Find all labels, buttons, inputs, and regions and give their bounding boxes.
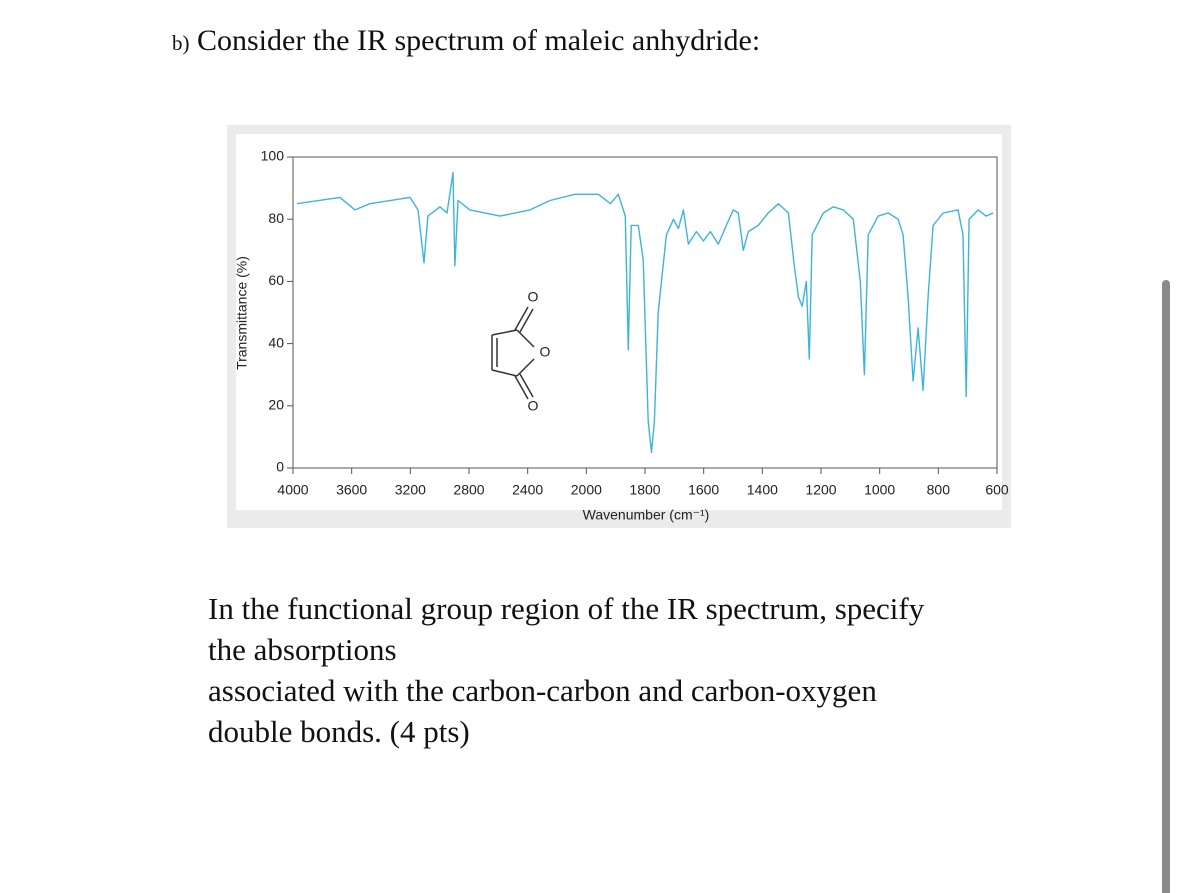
- x-tick-label: 1000: [864, 482, 895, 498]
- question-line: the absorptions: [208, 632, 397, 667]
- question-line: associated with the carbon-carbon and ca…: [208, 673, 877, 708]
- y-tick-label: 0: [276, 459, 284, 475]
- question-line: In the functional group region of the IR…: [208, 591, 925, 626]
- x-tick-label: 1600: [688, 482, 719, 498]
- structure: [491, 306, 535, 400]
- x-axis-label: Wavenumber (cm⁻¹): [583, 507, 710, 523]
- y-tick-label: 80: [268, 210, 284, 226]
- y-tick-label: 60: [268, 272, 284, 288]
- atom-label: O: [528, 398, 539, 414]
- bond: [514, 306, 529, 331]
- bond: [516, 329, 535, 348]
- y-axis-label: Transmittance (%): [234, 256, 250, 370]
- x-tick-label: 2000: [571, 482, 602, 498]
- bond: [514, 375, 529, 400]
- x-tick-label: 800: [927, 482, 951, 498]
- x-tick-label: 1200: [805, 482, 836, 498]
- x-tick-label: 1800: [629, 482, 660, 498]
- x-tick-label: 600: [985, 482, 1009, 498]
- header: b) Consider the IR spectrum of maleic an…: [172, 24, 760, 58]
- chart-panel: [236, 134, 1002, 510]
- scrollbar: [1162, 280, 1170, 893]
- bond: [491, 329, 518, 336]
- x-tick-label: 2400: [512, 482, 543, 498]
- y-tick-label: 100: [261, 148, 285, 164]
- spectrum-line: [296, 171, 994, 454]
- x-tick-label: 3600: [336, 482, 367, 498]
- x-tick-label: 4000: [277, 482, 308, 498]
- bond: [491, 369, 518, 377]
- atom-label: O: [528, 289, 539, 305]
- question-line: double bonds. (4 pts): [208, 714, 470, 749]
- question: In the functional group region of the IR…: [208, 588, 1038, 752]
- y-tick-label: 20: [268, 397, 284, 413]
- header-text: Consider the IR spectrum of maleic anhyd…: [197, 24, 761, 57]
- bond: [516, 358, 535, 377]
- y-tick-label: 40: [268, 334, 284, 350]
- part-label: b): [172, 31, 190, 55]
- atom-label: O: [540, 344, 551, 360]
- bond: [519, 373, 534, 398]
- x-tick-label: 2800: [453, 482, 484, 498]
- bond: [519, 308, 534, 333]
- x-tick-label: 3200: [395, 482, 426, 498]
- x-tick-label: 1400: [747, 482, 778, 498]
